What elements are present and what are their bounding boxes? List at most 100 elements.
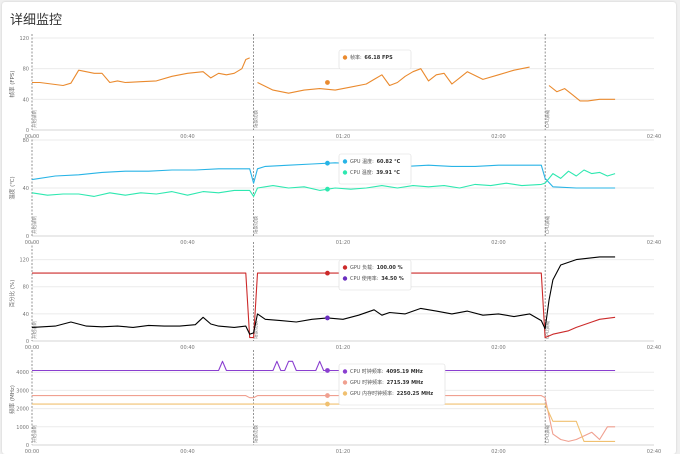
- y-tick-label: 3000: [16, 388, 29, 394]
- chart-usage: 0 40 80 120 00:00 00:40 01:20 02:00 02:40 百分比 (%)…: [8, 242, 661, 351]
- tooltip-label: GPU 温度: 60.82 °C: [350, 158, 401, 165]
- event-marker-label: CPU满载: [544, 320, 551, 339]
- tooltip-value: 2715.39 MHz: [385, 380, 423, 386]
- y-axis-label: 频率 (MHz): [8, 385, 16, 414]
- tooltip-value: 2250.25 MHz: [395, 391, 433, 397]
- series-line: [32, 403, 616, 442]
- y-tick-label: 0: [26, 128, 29, 134]
- tooltip-swatch: [342, 369, 348, 374]
- hover-dot: [325, 368, 330, 373]
- y-tick-label: 0: [26, 234, 29, 240]
- y-tick-label: 120: [19, 36, 29, 42]
- series-line: [548, 85, 616, 102]
- tooltip-label: CPU 温度: 39.91 °C: [350, 169, 400, 176]
- event-marker-label: 场景切换: [253, 110, 260, 128]
- tooltip-label: GPU 内存时钟频率: 2250.25 MHz: [350, 390, 433, 397]
- x-tick-label: 02:00: [491, 449, 505, 454]
- x-tick-label: 00:00: [25, 345, 39, 351]
- tooltip: GPU 温度: 60.82 °C CPU 温度: 39.91 °C: [338, 153, 412, 185]
- series-line: [31, 256, 616, 335]
- series-line: [32, 395, 616, 442]
- tooltip-swatch: [342, 55, 348, 60]
- hover-dot: [325, 186, 330, 192]
- x-tick-label: 02:40: [647, 345, 661, 351]
- x-tick-label: 00:40: [180, 345, 194, 351]
- tooltip-box: [338, 259, 412, 291]
- tooltip-label: 帧率: 66.18 FPS: [350, 54, 393, 61]
- tooltip-swatch: [342, 265, 348, 270]
- hover-dot: [325, 80, 330, 85]
- tooltip-label: CPU 使用率: 34.50 %: [350, 275, 404, 282]
- series-line: [31, 169, 616, 197]
- hover-dot: [325, 401, 330, 407]
- y-tick-label: 80: [23, 285, 29, 291]
- page-title: 详细监控: [10, 13, 63, 28]
- x-tick-label: 01:20: [336, 134, 350, 140]
- event-marker-label: 开始录制: [31, 216, 38, 234]
- y-tick-label: 4000: [16, 370, 29, 376]
- tooltip-box: [338, 49, 412, 70]
- event-marker-label: 开始录制: [31, 321, 38, 339]
- event-marker-label: 开始录制: [31, 425, 38, 443]
- y-tick-label: 80: [23, 67, 29, 73]
- y-tick-label: 2000: [16, 407, 29, 413]
- event-marker-label: 场景切换: [253, 321, 260, 339]
- y-axis-label: 百分比 (%): [8, 280, 16, 308]
- tooltip-swatch: [342, 170, 348, 175]
- chart-clock: 0 1000 2000 3000 4000 00:00 00:40 01:20 02:00 02:…: [8, 350, 661, 454]
- x-tick-label: 01:20: [336, 345, 350, 351]
- tooltip-label: GPU 负载: 100.00 %: [350, 264, 403, 271]
- tooltip-value: 66.18 FPS: [363, 55, 393, 61]
- tooltip-box: [338, 153, 412, 185]
- y-tick-label: 40: [23, 312, 29, 318]
- series-line: [257, 66, 530, 94]
- x-tick-label: 00:40: [180, 240, 194, 246]
- y-tick-label: 40: [23, 186, 29, 192]
- tooltip: CPU 时钟频率: 4095.19 MHz GPU 时钟频率: 2715.39 M…: [338, 363, 446, 406]
- series-line: [32, 57, 250, 87]
- x-tick-label: 00:00: [25, 449, 39, 454]
- tooltip: GPU 负载: 100.00 % CPU 使用率: 34.50 %: [338, 259, 412, 291]
- tooltip-label: GPU 时钟频率: 2715.39 MHz: [350, 379, 423, 386]
- tooltip-swatch: [342, 380, 348, 385]
- tooltip-label: CPU 时钟频率: 4095.19 MHz: [350, 368, 423, 375]
- hover-dot: [325, 315, 330, 321]
- series-line: [31, 162, 616, 189]
- y-tick-label: 0: [26, 443, 29, 449]
- event-marker-label: 场景切换: [253, 216, 260, 234]
- tooltip-value: 60.82 °C: [375, 159, 401, 165]
- event-marker-label: 场景切换: [253, 425, 260, 443]
- x-tick-label: 01:20: [336, 240, 350, 246]
- y-tick-label: 0: [26, 339, 29, 345]
- tooltip-swatch: [342, 159, 348, 164]
- event-marker-label: CPU满载: [544, 109, 551, 128]
- x-tick-label: 02:00: [491, 240, 505, 246]
- y-tick-label: 1000: [16, 425, 29, 431]
- tooltip-value: 100.00 %: [375, 265, 403, 271]
- y-tick-label: 40: [23, 97, 29, 103]
- event-marker-label: CPU满载: [544, 215, 551, 234]
- tooltip-swatch: [342, 391, 348, 396]
- x-tick-label: 02:40: [647, 449, 661, 454]
- x-tick-label: 00:40: [180, 134, 194, 140]
- tooltip-swatch: [342, 276, 348, 281]
- x-tick-label: 00:40: [180, 449, 194, 454]
- event-marker-label: CPU满载: [544, 424, 551, 443]
- x-tick-label: 02:40: [647, 134, 661, 140]
- x-tick-label: 02:00: [491, 134, 505, 140]
- event-marker-label: 开始录制: [31, 110, 38, 128]
- y-tick-label: 120: [19, 258, 29, 264]
- hover-dot: [325, 160, 330, 166]
- x-tick-label: 02:00: [491, 345, 505, 351]
- x-tick-label: 01:20: [336, 449, 350, 454]
- y-axis-label: 帧率 (FPS): [8, 70, 16, 97]
- hover-dot: [325, 270, 330, 276]
- tooltip: 帧率: 66.18 FPS: [338, 49, 412, 70]
- series-line: [32, 272, 616, 339]
- tooltip-value: 34.50 %: [379, 276, 403, 282]
- hover-dot: [325, 393, 330, 398]
